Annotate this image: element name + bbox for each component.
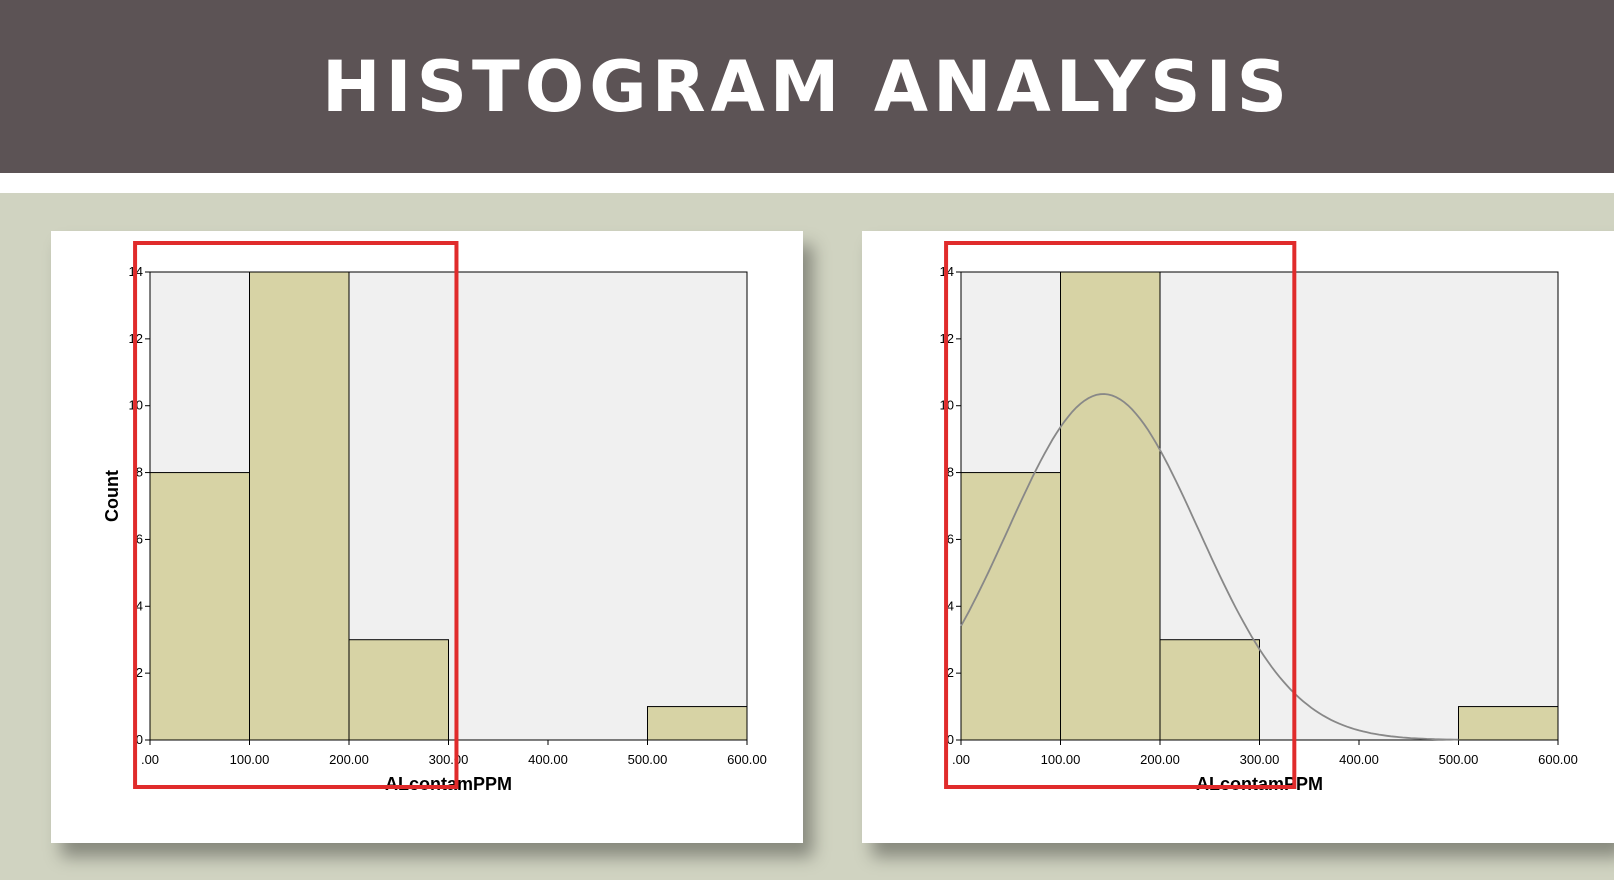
slide-title: HISTOGRAM ANALYSIS [321, 45, 1293, 128]
divider-stripe [0, 173, 1614, 193]
x-tick-label: 500.00 [1439, 752, 1479, 767]
y-tick-label: 8 [136, 465, 143, 480]
histogram-panel-left: 0 2 4 6 8 10 12 14.00 100.00 200.00 300.00 400.00 50… [51, 231, 803, 843]
x-tick-label: 600.00 [1538, 752, 1578, 767]
histogram-bar-5 [647, 706, 748, 741]
x-tick-label: .00 [141, 752, 159, 767]
histogram-bar-1 [249, 271, 350, 741]
histogram-bar-0 [149, 472, 250, 741]
y-tick-label: 2 [136, 665, 143, 680]
x-tick-label: 100.00 [1041, 752, 1081, 767]
x-tick-label: 400.00 [1339, 752, 1379, 767]
x-axis-label: ALcontamPPM [385, 774, 512, 794]
y-tick-label: 4 [136, 598, 143, 613]
y-tick-label: 8 [947, 465, 954, 480]
title-bar: HISTOGRAM ANALYSIS [0, 0, 1614, 173]
y-tick-label: 6 [947, 531, 954, 546]
histogram-panel-right: 0 2 4 6 8 10 12 14.00 100.00 200.00 300.00 400.00 50… [862, 231, 1614, 843]
histogram-bar-5 [1458, 706, 1559, 741]
x-tick-label: 400.00 [528, 752, 568, 767]
histogram-bar-2 [1159, 639, 1260, 741]
y-tick-label: 4 [947, 598, 954, 613]
y-tick-label: 6 [136, 531, 143, 546]
x-tick-label: 200.00 [1140, 752, 1180, 767]
x-tick-label: 200.00 [329, 752, 369, 767]
x-tick-label: 300.00 [429, 752, 469, 767]
y-tick-label: 0 [947, 732, 954, 747]
y-axis-label: Count [102, 470, 122, 522]
x-axis-label: ALcontamPPM [1196, 774, 1323, 794]
histogram-bar-0 [960, 472, 1061, 741]
x-tick-label: 100.00 [230, 752, 270, 767]
histogram-bar-1 [1060, 271, 1161, 741]
x-tick-label: 500.00 [628, 752, 668, 767]
histogram-bar-2 [348, 639, 449, 741]
highlight-box [944, 241, 1297, 789]
y-tick-label: 2 [947, 665, 954, 680]
x-tick-label: 600.00 [727, 752, 767, 767]
x-tick-label: .00 [952, 752, 970, 767]
x-tick-label: 300.00 [1240, 752, 1280, 767]
y-tick-label: 0 [136, 732, 143, 747]
normal-curve [960, 393, 1459, 741]
highlight-box [133, 241, 459, 789]
